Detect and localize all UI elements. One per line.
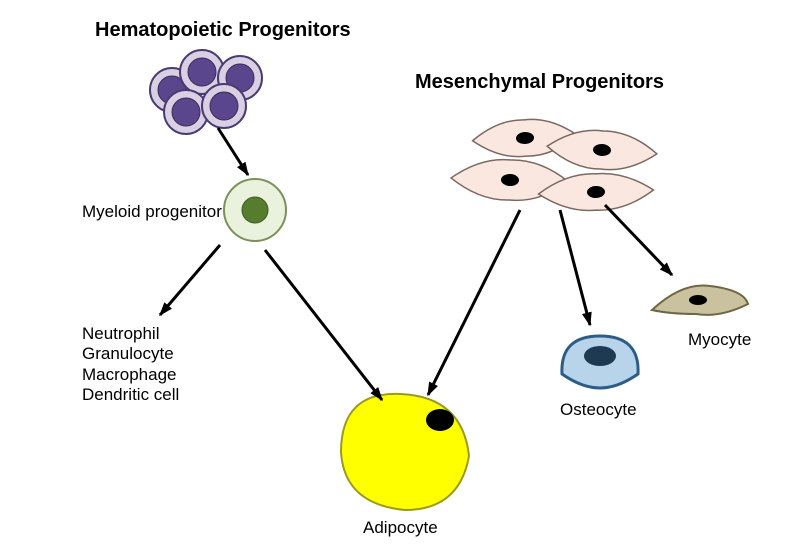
title-mesenchymal: Mesenchymal Progenitors — [415, 70, 664, 94]
label-differentiation-list: Neutrophil Granulocyte Macrophage Dendri… — [82, 324, 179, 406]
arrow-myeloid-to-adipocyte — [265, 250, 382, 400]
label-myocyte: Myocyte — [688, 330, 751, 350]
arrow-myeloid-to-list — [160, 245, 220, 315]
mesenchymal-progenitor-cells — [450, 117, 658, 212]
diagram-stage: Hematopoietic Progenitors Mesenchymal Pr… — [0, 0, 800, 556]
hematopoietic-progenitor-cells — [150, 50, 262, 134]
arrow-mesen-to-osteocyte — [560, 210, 590, 325]
myocyte-cell — [652, 286, 748, 315]
osteocyte-cell — [562, 336, 638, 388]
myeloid-progenitor-cell — [224, 179, 286, 241]
title-hematopoietic: Hematopoietic Progenitors — [95, 18, 351, 42]
label-osteocyte: Osteocyte — [560, 400, 637, 420]
label-adipocyte: Adipocyte — [363, 518, 438, 538]
arrow-hp-to-myeloid — [218, 128, 248, 175]
adipocyte-cell — [341, 394, 469, 510]
svg-layer — [0, 0, 800, 556]
arrow-mesen-to-adipocyte — [428, 210, 520, 395]
label-myeloid: Myeloid progenitor — [82, 202, 222, 222]
arrow-mesen-to-myocyte — [605, 205, 672, 275]
